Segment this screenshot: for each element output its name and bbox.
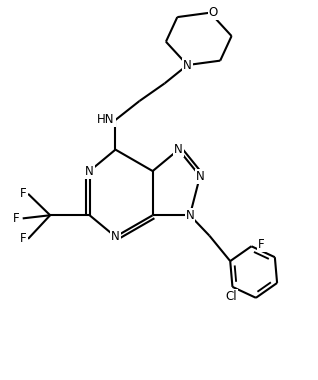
Text: HN: HN <box>97 113 115 126</box>
Text: Cl: Cl <box>225 290 237 303</box>
Text: N: N <box>196 169 204 183</box>
Text: O: O <box>209 6 218 19</box>
Text: F: F <box>20 233 27 245</box>
Text: F: F <box>20 187 27 200</box>
Text: N: N <box>174 143 183 156</box>
Text: N: N <box>183 59 192 71</box>
Text: F: F <box>258 238 265 251</box>
Text: N: N <box>111 230 120 243</box>
Text: F: F <box>13 212 20 225</box>
Text: N: N <box>85 165 94 177</box>
Text: N: N <box>185 209 194 222</box>
